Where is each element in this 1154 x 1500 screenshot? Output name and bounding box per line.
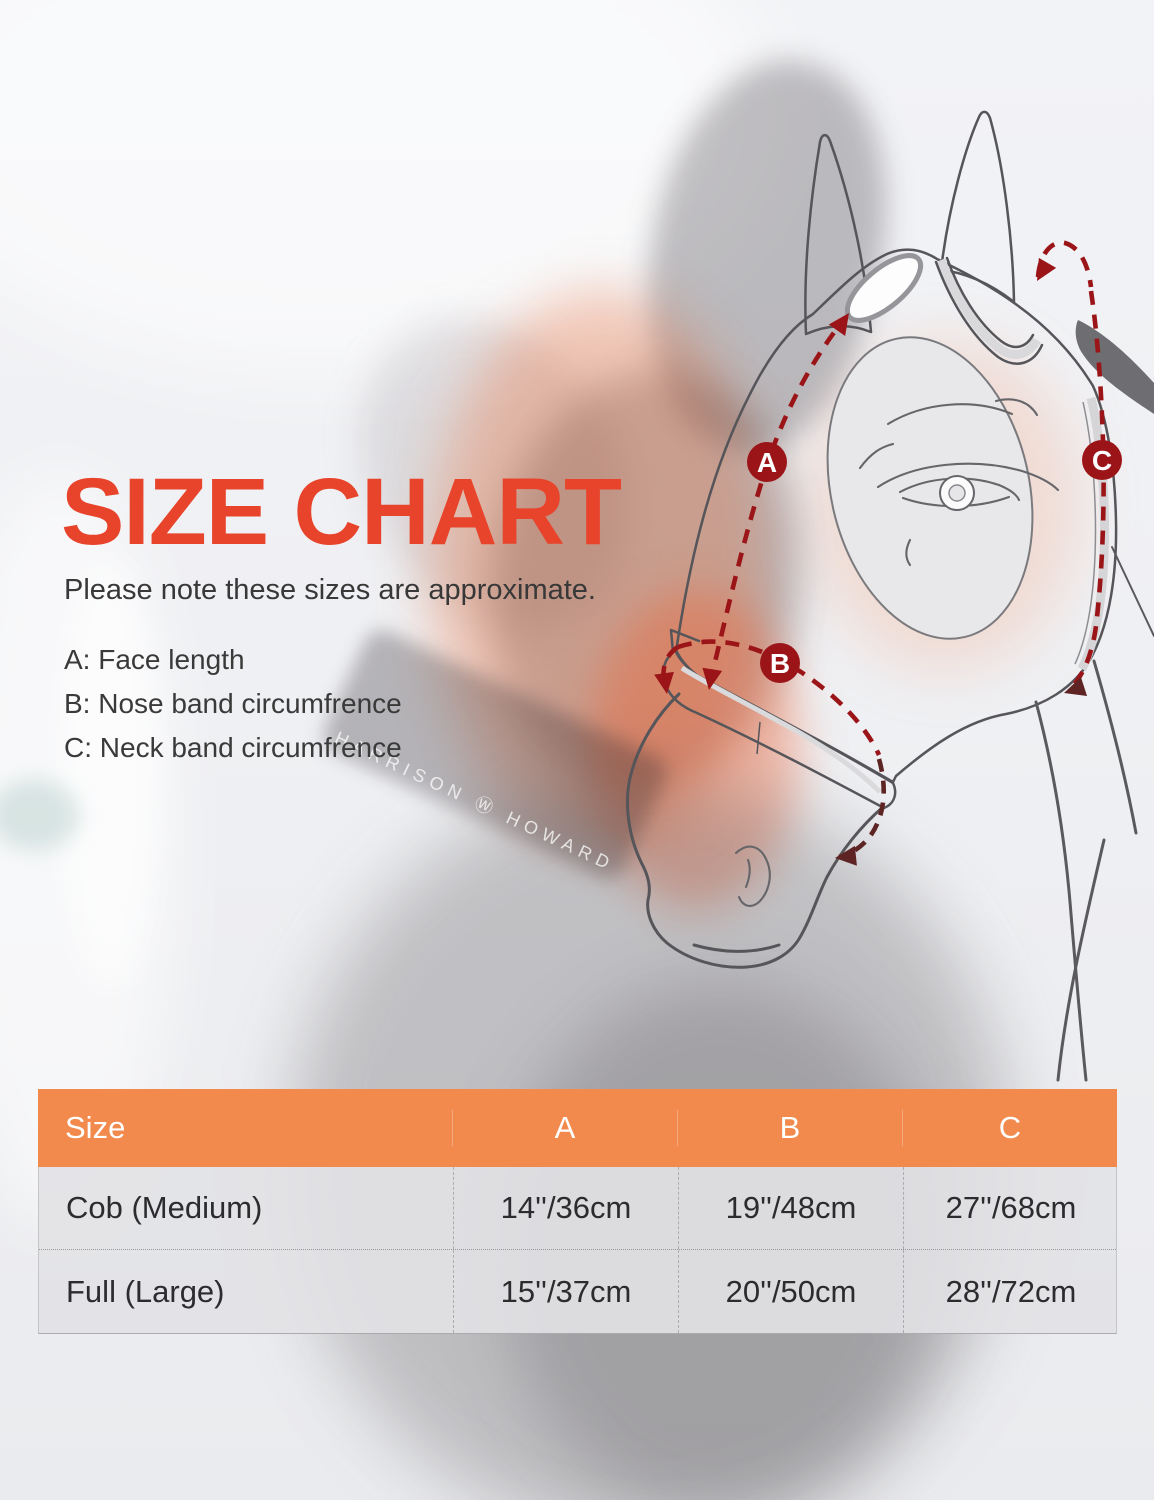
legend-item-a: A: Face length [64, 644, 245, 675]
row-value-c: 28''/72cm [903, 1250, 1118, 1333]
bg-light-streak-2 [60, 560, 160, 990]
header-c: C [902, 1110, 1117, 1146]
bg-teal-hint [0, 780, 80, 850]
header-b: B [677, 1110, 902, 1146]
row-value-c: 27''/68cm [903, 1167, 1118, 1249]
row-value-a: 14''/36cm [453, 1167, 678, 1249]
row-size-label: Cob (Medium) [66, 1190, 263, 1225]
row-size-label: Full (Large) [66, 1273, 225, 1309]
page-title: SIZE CHART [61, 459, 622, 565]
measurement-legend: A: Face length B: Nose band circumfrence… [64, 638, 402, 770]
row-value-b: 20''/50cm [678, 1250, 903, 1333]
bg-orange-mask-right [810, 340, 1080, 670]
header-a: A [452, 1110, 677, 1146]
legend-item-b: B: Nose band circumfrence [64, 688, 402, 719]
size-table: Size A B C Cob (Medium) 14''/36cm 19''/4… [38, 1089, 1117, 1334]
row-value-b: 19''/48cm [678, 1167, 903, 1249]
size-table-body: Cob (Medium) 14''/36cm 19''/48cm 27''/68… [38, 1167, 1117, 1334]
subtitle: Please note these sizes are approximate. [64, 574, 596, 606]
table-row: Cob (Medium) 14''/36cm 19''/48cm 27''/68… [39, 1167, 1116, 1249]
legend-item-c: C: Neck band circumfrence [64, 732, 402, 763]
header-size: Size [65, 1110, 126, 1145]
table-row: Full (Large) 15''/37cm 20''/50cm 28''/72… [39, 1249, 1116, 1333]
size-table-header: Size A B C [38, 1089, 1117, 1167]
row-value-a: 15''/37cm [453, 1250, 678, 1333]
